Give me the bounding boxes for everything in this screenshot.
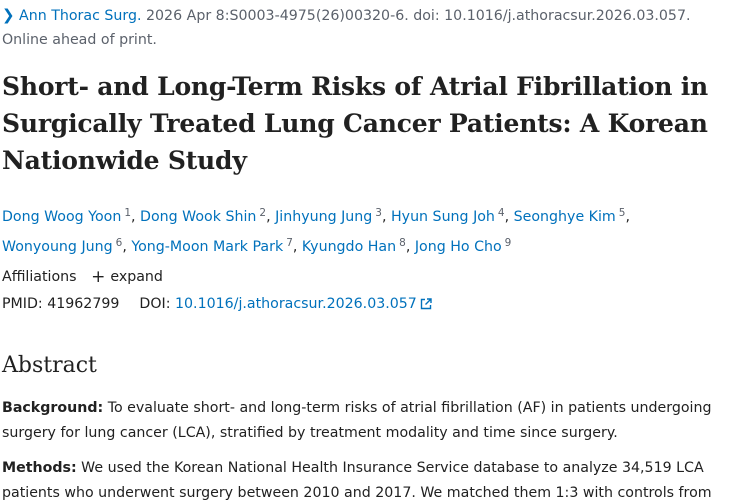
doi-link[interactable]: 10.1016/j.athoracsur.2026.03.057 — [175, 296, 432, 312]
author-link[interactable]: Jinhyung Jung — [275, 209, 373, 225]
plus-icon: + — [91, 267, 106, 287]
journal-link[interactable]: Ann Thorac Surg. — [19, 8, 142, 24]
author-link[interactable]: Yong-Moon Mark Park — [131, 238, 284, 255]
identifiers-row: PMID: 41962799 DOI: 10.1016/j.athoracsur.… — [2, 293, 432, 317]
citation-status: Online ahead of print. — [2, 32, 157, 48]
author-affiliation-ref[interactable]: 7 — [286, 236, 293, 249]
external-link-icon — [420, 295, 432, 317]
author-affiliation-ref[interactable]: 8 — [399, 236, 406, 249]
doi-label: DOI: — [139, 296, 171, 312]
author-link[interactable]: Dong Woog Yoon — [2, 209, 122, 225]
methods-text: We used the Korean National Health Insur… — [2, 460, 712, 500]
author-link[interactable]: Kyungdo Han — [301, 238, 397, 255]
author-affiliation-ref[interactable]: 2 — [259, 207, 267, 219]
chevron-right-icon[interactable]: ❯ — [2, 6, 15, 24]
author-link[interactable]: Wonyoung Jung — [2, 238, 113, 255]
pmid-label: PMID: — [2, 296, 43, 312]
author-link[interactable]: Dong Wook Shin — [140, 209, 257, 225]
affiliations-row: Affiliations + expand — [2, 265, 163, 288]
author-affiliation-ref[interactable]: 6 — [115, 236, 123, 249]
article-title: Short- and Long-Term Risks of Atrial Fib… — [2, 72, 708, 175]
author-affiliation-ref[interactable]: 4 — [497, 207, 505, 219]
doi-value: 10.1016/j.athoracsur.2026.03.057 — [175, 296, 417, 312]
citation-details: 2026 Apr 8:S0003-4975(26)00320-6. doi: 1… — [146, 8, 691, 24]
authors-list: Dong Woog Yoon 1, Dong Wook Shin 2, Jinhyu… — [2, 207, 630, 255]
author-affiliation-ref[interactable]: 3 — [375, 207, 382, 219]
author-affiliation-ref[interactable]: 9 — [504, 236, 512, 249]
affiliations-label: Affiliations — [2, 269, 77, 285]
author-link[interactable]: Hyun Sung Joh — [391, 209, 495, 225]
background-text: To evaluate short- and long-term risks o… — [2, 400, 712, 441]
methods-label: Methods: — [2, 460, 77, 476]
abstract-heading: Abstract — [2, 353, 97, 378]
pmid-value: 41962799 — [47, 296, 120, 312]
author-affiliation-ref[interactable]: 1 — [124, 207, 132, 219]
author-link[interactable]: Jong Ho Cho — [414, 238, 502, 255]
expand-label: expand — [110, 269, 163, 285]
citation: ❯ Ann Thorac Surg. 2026 Apr 8:S0003-4975(… — [2, 3, 742, 52]
expand-affiliations-button[interactable]: + expand — [91, 267, 163, 287]
author-affiliation-ref[interactable]: 5 — [618, 207, 626, 219]
abstract-background: Background: To evaluate short- and long-… — [2, 396, 742, 445]
abstract-methods: Methods: We used the Korean National Hea… — [2, 456, 742, 500]
author-link[interactable]: Seonghye Kim — [513, 209, 616, 225]
background-label: Background: — [2, 400, 104, 416]
